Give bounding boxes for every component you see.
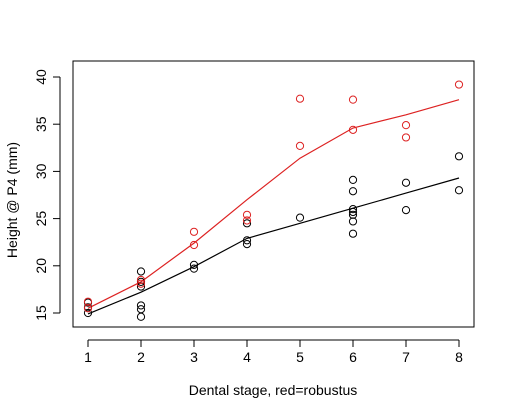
x-tick-label: 7 xyxy=(402,349,410,365)
series-1-point xyxy=(83,304,93,313)
y-tick-label: 25 xyxy=(33,211,49,227)
series-0-point xyxy=(189,260,199,269)
x-tick-label: 1 xyxy=(84,349,92,365)
x-tick-label: 3 xyxy=(190,349,198,365)
series-1-point xyxy=(242,210,252,219)
series-0-point xyxy=(242,219,252,228)
series-0-point xyxy=(83,308,93,318)
series-0-point xyxy=(348,217,358,226)
y-axis-label: Height @ P4 (mm) xyxy=(4,142,20,258)
series-1-point xyxy=(136,275,146,285)
series-1-point xyxy=(242,216,252,225)
series-0-point xyxy=(242,236,252,245)
x-axis-label: Dental stage, red=robustus xyxy=(189,382,358,398)
series-0-trend-line xyxy=(87,177,460,315)
plot-frame xyxy=(72,60,475,328)
series-0-point xyxy=(401,206,411,215)
x-tick-label: 5 xyxy=(296,349,304,365)
x-tick-label: 6 xyxy=(349,349,357,365)
series-0-point xyxy=(136,301,146,310)
series-0-point xyxy=(401,178,411,187)
series-0-point xyxy=(136,267,146,276)
series-1-point xyxy=(295,141,305,151)
series-0-point xyxy=(348,207,358,217)
series-0-point xyxy=(189,264,199,273)
series-1-point xyxy=(189,240,199,250)
y-tick-label: 35 xyxy=(33,116,49,132)
series-0-point xyxy=(136,305,146,314)
series-1-point xyxy=(401,133,411,142)
series-0-point xyxy=(348,210,358,219)
series-0-point xyxy=(295,213,305,222)
x-tick-label: 4 xyxy=(243,349,251,365)
series-0-point xyxy=(242,239,252,249)
y-tick-label: 40 xyxy=(33,69,49,85)
series-1-point xyxy=(295,94,305,103)
series-0-point xyxy=(348,205,358,214)
series-1-point xyxy=(189,227,199,236)
series-1-point xyxy=(454,80,464,89)
series-0-point xyxy=(136,312,146,321)
x-axis: 1 2 3 4 5 6 7 8 xyxy=(84,339,463,365)
series-1-point xyxy=(348,95,358,104)
series-0-point xyxy=(348,175,358,184)
series-1-point xyxy=(401,121,411,130)
series-1-point xyxy=(83,297,93,306)
y-tick-label: 30 xyxy=(33,163,49,179)
plot-border xyxy=(72,60,475,328)
series-0-point xyxy=(454,186,464,195)
x-tick-label: 8 xyxy=(455,349,463,365)
series-0-point xyxy=(136,282,146,291)
y-tick-label: 15 xyxy=(33,305,49,321)
y-tick-label: 20 xyxy=(33,258,49,274)
series-lines xyxy=(87,99,460,315)
series-1-point xyxy=(348,125,358,134)
x-tick-label: 2 xyxy=(137,349,145,365)
series-points xyxy=(83,80,464,321)
series-0-point xyxy=(454,152,464,161)
series-1-trend-line xyxy=(87,99,460,309)
series-1-point xyxy=(136,279,146,288)
y-axis: 15 20 25 30 35 40 xyxy=(33,69,61,321)
series-0-point xyxy=(348,187,358,196)
series-0-point xyxy=(348,229,358,238)
